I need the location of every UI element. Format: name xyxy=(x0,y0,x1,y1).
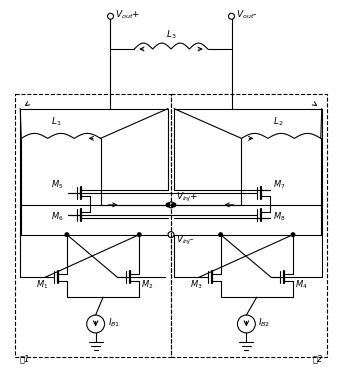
Text: $L_3$: $L_3$ xyxy=(166,28,176,40)
Text: $V_{out}$+: $V_{out}$+ xyxy=(116,8,141,21)
Text: $L_1$: $L_1$ xyxy=(51,116,62,128)
Bar xyxy=(171,94,327,357)
Text: $I_{B1}$: $I_{B1}$ xyxy=(107,317,120,330)
Circle shape xyxy=(166,203,170,207)
Text: $V_{out}$-: $V_{out}$- xyxy=(236,8,258,21)
Circle shape xyxy=(291,233,295,236)
Text: $M_3$: $M_3$ xyxy=(190,278,202,291)
Text: $M_4$: $M_4$ xyxy=(295,278,308,291)
Text: $M_5$: $M_5$ xyxy=(51,179,63,192)
Bar xyxy=(15,94,171,357)
Circle shape xyxy=(172,203,176,207)
Text: $M_6$: $M_6$ xyxy=(51,211,64,223)
Text: $M_2$: $M_2$ xyxy=(141,278,154,291)
Text: $I_{B2}$: $I_{B2}$ xyxy=(258,317,271,330)
Circle shape xyxy=(219,233,222,236)
Text: 核1: 核1 xyxy=(19,355,30,364)
Text: $L_2$: $L_2$ xyxy=(273,116,284,128)
Text: $M_1$: $M_1$ xyxy=(36,278,49,291)
Text: 核2: 核2 xyxy=(312,355,323,364)
Circle shape xyxy=(65,233,69,236)
Text: $V_{inj}$-: $V_{inj}$- xyxy=(176,234,195,247)
Text: $M_7$: $M_7$ xyxy=(273,179,286,192)
Text: $M_8$: $M_8$ xyxy=(273,211,286,223)
Text: $V_{inj}$+: $V_{inj}$+ xyxy=(176,191,198,204)
Circle shape xyxy=(137,233,141,236)
